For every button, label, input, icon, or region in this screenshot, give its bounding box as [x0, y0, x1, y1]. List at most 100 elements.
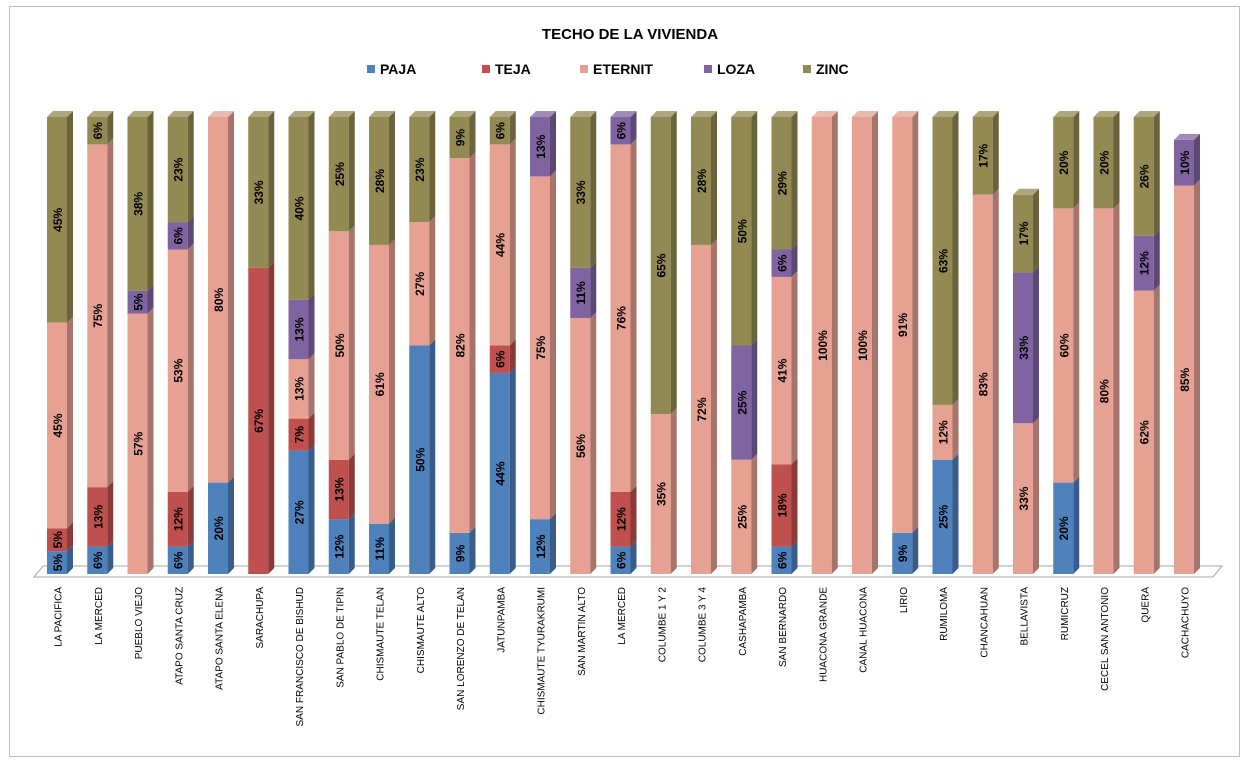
data-label-zinc-27: 20% [1098, 150, 1112, 174]
bar-side-zinc-1 [67, 111, 73, 323]
bar-eternit-12 [489, 144, 510, 346]
bar-side-teja-6 [268, 261, 275, 574]
data-label-zinc-6: 33% [252, 180, 266, 204]
chart-title: TECHO DE LA VIVIENDA [542, 26, 718, 43]
bar-side-eternit-20 [831, 111, 838, 574]
data-label-zinc-2: 6% [91, 122, 105, 140]
bar-side-eternit-21 [872, 111, 878, 574]
data-label-paja-7: 27% [293, 500, 307, 524]
bar-teja-19 [771, 464, 792, 547]
data-label-zinc-14: 33% [574, 180, 588, 204]
bar-top-5 [208, 111, 234, 117]
data-label-zinc-10: 23% [413, 157, 427, 181]
bar-side-eternit-1 [67, 316, 73, 529]
bar-side-paja-8 [348, 513, 355, 574]
bar-zinc-3 [127, 117, 148, 291]
category-label-14: SAN MARTIN ALTO [577, 587, 588, 676]
bar-side-paja-22 [912, 526, 919, 574]
data-label-loza-29: 10% [1178, 150, 1192, 174]
bar-zinc-25 [1013, 194, 1033, 273]
bar-top-6 [248, 111, 275, 117]
data-label-eternit-11: 82% [454, 333, 468, 357]
bar-side-teja-1 [67, 522, 73, 552]
bar-zinc-7 [288, 117, 309, 300]
bar-zinc-4 [167, 117, 188, 223]
data-label-loza-19: 6% [776, 254, 790, 272]
bar-side-zinc-8 [348, 111, 355, 232]
bar-zinc-12 [489, 117, 510, 145]
data-label-eternit-12: 44% [494, 233, 508, 257]
bar-zinc-17 [691, 117, 711, 245]
bar-zinc-16 [650, 117, 671, 415]
bar-side-loza-19 [791, 243, 798, 277]
bar-top-29 [1174, 133, 1200, 140]
bar-loza-19 [771, 249, 792, 277]
bar-side-eternit-23 [952, 398, 959, 460]
data-label-eternit-13: 75% [534, 335, 548, 359]
bar-paja-26 [1053, 482, 1074, 574]
bar-top-16 [650, 111, 677, 117]
bar-side-eternit-25 [1033, 417, 1039, 574]
category-label-22: LIRIO [899, 587, 910, 613]
data-label-eternit-25: 33% [1017, 486, 1031, 510]
bar-zinc-27 [1093, 117, 1114, 209]
data-label-zinc-16: 65% [655, 253, 669, 277]
data-label-teja-15: 12% [615, 507, 629, 531]
bar-side-teja-2 [107, 481, 114, 547]
bar-side-loza-15 [630, 111, 637, 145]
data-label-paja-19: 6% [776, 551, 790, 569]
data-label-zinc-11: 9% [454, 129, 468, 147]
bar-side-eternit-22 [912, 111, 919, 533]
data-label-eternit-23: 12% [937, 420, 951, 444]
bar-eternit-26 [1053, 208, 1074, 483]
data-label-eternit-3: 57% [132, 431, 146, 455]
data-label-teja-12: 6% [494, 350, 508, 368]
bar-eternit-18 [731, 459, 752, 574]
category-label-19: SAN BERNARDO [778, 587, 789, 667]
bar-side-eternit-3 [147, 307, 154, 574]
data-label-zinc-24: 17% [977, 144, 991, 168]
legend-swatch-loza [704, 65, 712, 73]
bar-side-loza-25 [1033, 266, 1039, 424]
data-label-eternit-28: 62% [1138, 420, 1152, 444]
bar-eternit-7 [288, 359, 309, 419]
bar-loza-29 [1174, 139, 1194, 186]
data-label-zinc-3: 38% [132, 191, 146, 215]
data-label-loza-4: 6% [172, 227, 186, 245]
bar-eternit-28 [1133, 290, 1154, 574]
bar-top-27 [1093, 111, 1120, 117]
bar-eternit-15 [610, 144, 631, 492]
bar-top-12 [489, 111, 516, 117]
bar-side-eternit-9 [389, 238, 395, 524]
bar-zinc-28 [1133, 117, 1154, 236]
data-label-zinc-4: 23% [172, 157, 186, 181]
category-label-12: JATUNPAMBA [496, 587, 507, 653]
bar-eternit-4 [167, 249, 188, 492]
bar-top-4 [167, 111, 194, 117]
bar-top-3 [127, 111, 154, 117]
bar-side-eternit-14 [590, 312, 597, 574]
category-label-20: HUACONA GRANDE [818, 587, 829, 682]
bar-teja-6 [248, 267, 269, 574]
bar-side-loza-7 [308, 293, 315, 360]
bar-eternit-5 [208, 117, 228, 483]
bar-paja-4 [167, 546, 188, 574]
bar-top-15 [610, 111, 637, 117]
bar-side-zinc-6 [268, 111, 275, 268]
bar-paja-10 [409, 345, 430, 574]
data-label-paja-26: 20% [1057, 516, 1071, 540]
bar-side-loza-14 [590, 261, 597, 319]
chart-frame: TECHO DE LA VIVIENDA PAJA TEJA ETERNIT LOZA… [9, 6, 1240, 757]
data-label-zinc-7: 40% [293, 196, 307, 220]
data-label-eternit-9: 61% [373, 372, 387, 396]
bar-side-loza-18 [751, 339, 758, 460]
bar-loza-7 [288, 299, 309, 360]
data-label-teja-8: 13% [333, 477, 347, 501]
legend-label-zinc: ZINC [816, 61, 849, 77]
data-label-paja-5: 20% [212, 516, 226, 540]
bar-side-zinc-28 [1153, 111, 1160, 236]
bar-eternit-8 [328, 231, 349, 460]
bar-side-eternit-26 [1073, 202, 1080, 483]
bar-eternit-25 [1013, 423, 1033, 574]
bar-side-eternit-10 [429, 216, 436, 346]
